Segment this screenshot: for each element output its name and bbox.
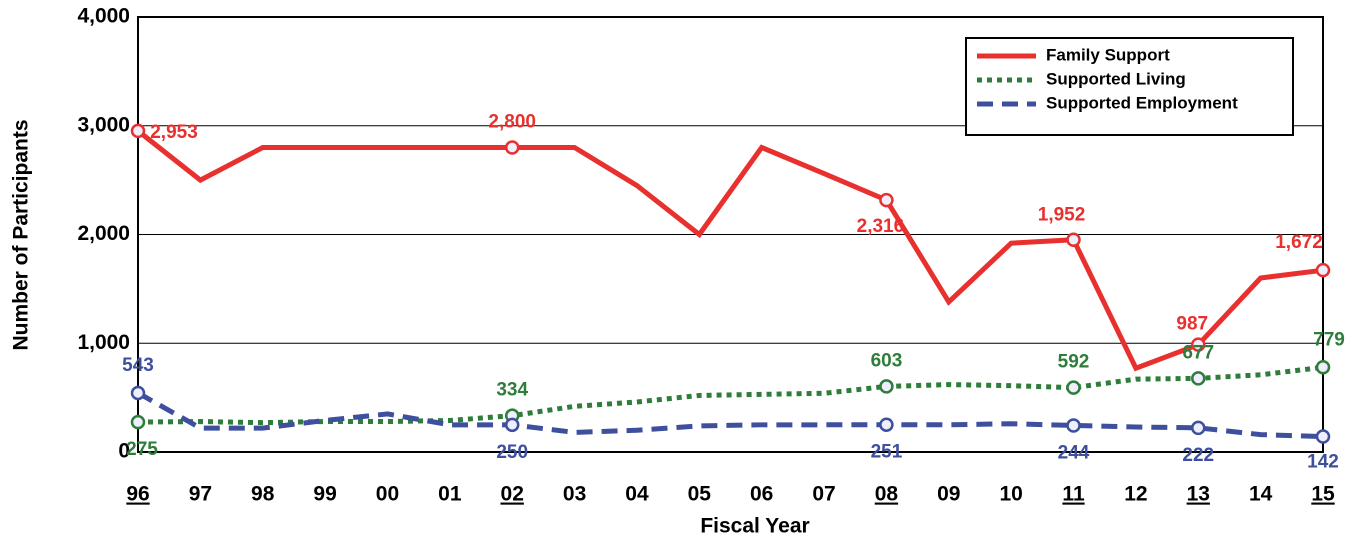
data-label: 244 — [1058, 442, 1090, 463]
x-tick-label: 14 — [1249, 483, 1273, 506]
legend-label: Supported Employment — [1046, 93, 1238, 112]
point-marker — [879, 379, 894, 394]
data-label: 779 — [1313, 329, 1345, 350]
point-marker — [1315, 429, 1331, 444]
point-marker — [879, 192, 894, 208]
x-tick-label: 97 — [189, 483, 212, 506]
point-marker — [1066, 232, 1081, 247]
point-marker — [1066, 380, 1081, 395]
x-tick-label: 03 — [563, 483, 586, 506]
x-tick-label: 09 — [937, 483, 960, 506]
data-label: 2,316 — [857, 216, 905, 237]
point-marker — [504, 417, 520, 433]
point-marker — [130, 385, 146, 401]
series-line — [136, 390, 1324, 440]
point-marker — [130, 123, 146, 139]
y-tick-label: 2,000 — [77, 222, 130, 245]
x-tick-label: 00 — [376, 483, 399, 506]
data-label: 222 — [1182, 445, 1214, 466]
data-label: 275 — [126, 439, 158, 460]
point-marker — [1191, 420, 1206, 436]
y-tick-label: 1,000 — [77, 331, 130, 354]
x-tick-label: 12 — [1124, 483, 1147, 506]
x-tick-label: 02 — [501, 483, 524, 506]
series-line — [136, 128, 1324, 372]
x-tick-label: 13 — [1187, 483, 1210, 506]
data-label: 250 — [496, 442, 528, 463]
x-tick-label: 06 — [750, 483, 773, 506]
data-label: 251 — [871, 442, 903, 463]
y-tick-label: 0 — [118, 440, 130, 463]
point-marker — [879, 417, 894, 432]
point-marker — [504, 140, 520, 155]
data-label: 1,672 — [1275, 232, 1323, 253]
data-label: 592 — [1058, 352, 1090, 373]
data-label: 603 — [871, 350, 903, 371]
data-label: 2,953 — [150, 122, 198, 143]
x-tick-label: 05 — [688, 483, 712, 506]
data-label: 142 — [1307, 452, 1339, 473]
x-tick-label: 99 — [313, 483, 336, 506]
point-marker — [1191, 337, 1206, 352]
x-axis-label: Fiscal Year — [700, 515, 809, 538]
x-tick-label: 98 — [251, 483, 275, 506]
data-label: 334 — [496, 380, 528, 401]
x-tick-label: 01 — [438, 483, 462, 506]
y-tick-label: 4,000 — [77, 5, 130, 28]
legend-label: Family Support — [1046, 45, 1170, 64]
data-label: 677 — [1182, 342, 1214, 363]
data-label: 987 — [1176, 314, 1208, 335]
x-tick-label: 08 — [875, 483, 899, 506]
data-label: 1,952 — [1038, 205, 1086, 226]
point-marker — [1315, 360, 1331, 375]
x-tick-label: 04 — [625, 483, 649, 506]
x-tick-label: 10 — [999, 483, 1022, 506]
legend-label: Supported Living — [1046, 69, 1186, 88]
x-tick-label: 96 — [126, 483, 149, 506]
point-marker — [130, 414, 146, 430]
x-tick-label: 11 — [1062, 483, 1085, 506]
point-marker — [1066, 418, 1081, 433]
data-label: 2,800 — [488, 112, 536, 133]
x-tick-label: 15 — [1311, 483, 1335, 506]
y-tick-label: 3,000 — [77, 113, 130, 136]
series-line — [137, 364, 1324, 426]
x-tick-label: 07 — [812, 483, 835, 506]
point-marker — [1315, 262, 1331, 278]
y-axis-label: Number of Participants — [10, 119, 33, 350]
data-label: 543 — [122, 355, 154, 376]
point-marker — [1191, 371, 1206, 386]
